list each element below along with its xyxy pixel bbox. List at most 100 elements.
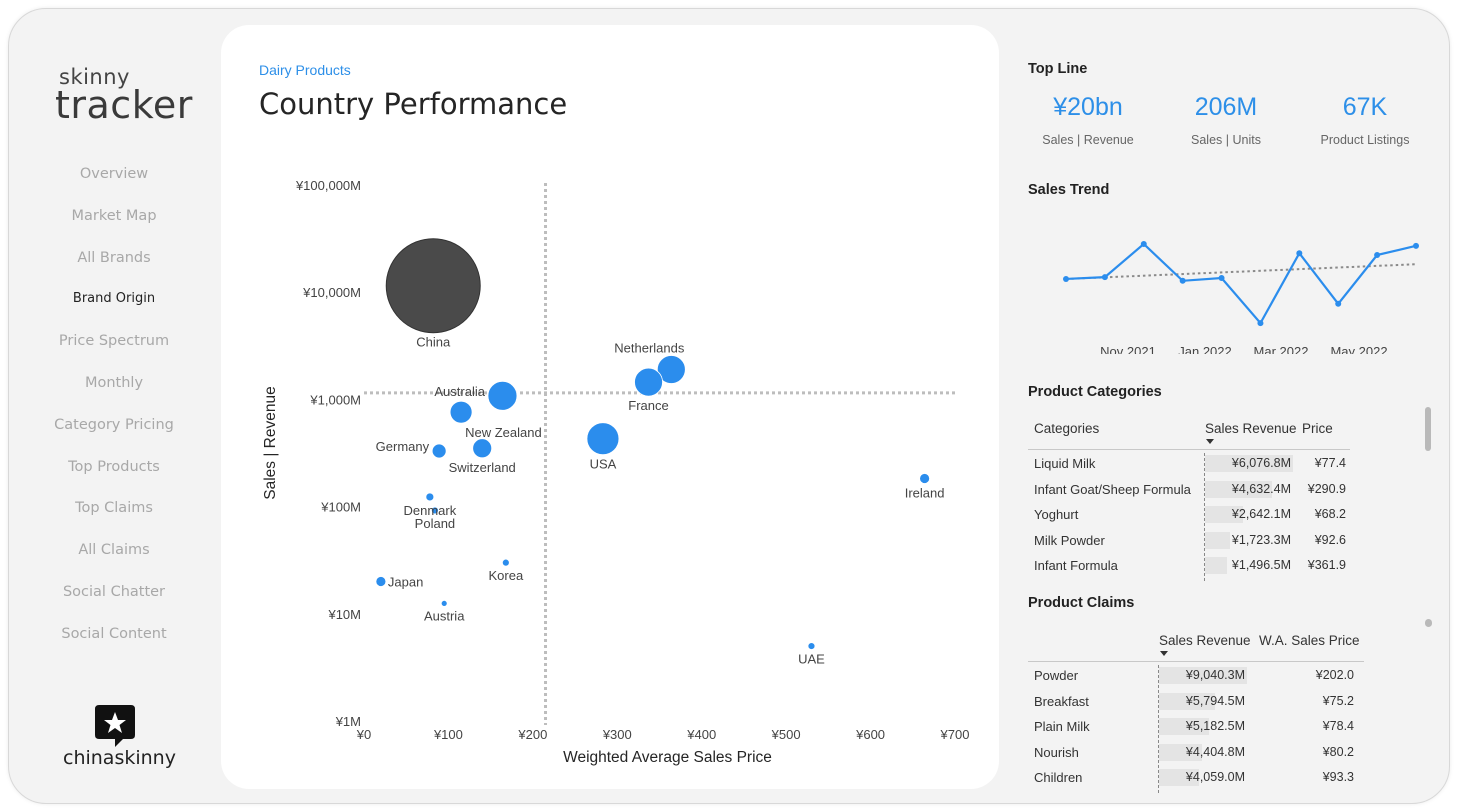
price-value: ¥93.3 [1322, 770, 1354, 784]
sales-point[interactable] [1218, 275, 1225, 282]
sales-trend-title: Sales Trend [1028, 182, 1110, 198]
point-uae[interactable] [807, 642, 816, 650]
revenue-bar [1205, 531, 1230, 549]
revenue-value: ¥5,794.5M [1185, 693, 1245, 708]
price-value: ¥68.2 [1314, 507, 1346, 521]
trend-x-label: May 2022 [1330, 344, 1387, 354]
sales-point[interactable] [1063, 275, 1069, 282]
price-value: ¥202.0 [1315, 668, 1354, 682]
nav-item-all-brands[interactable]: All Brands [77, 249, 151, 266]
price-value: ¥92.6 [1314, 532, 1346, 547]
nav-item-category-pricing[interactable]: Category Pricing [54, 416, 174, 433]
nav-item-price-spectrum[interactable]: Price Spectrum [58, 333, 170, 350]
revenue-value: ¥4,404.8M [1185, 744, 1245, 759]
x-tick-label: ¥500 [771, 727, 801, 742]
nav-item-all-claims[interactable]: All Claims [78, 542, 150, 559]
label-switzerland: Switzerland [449, 460, 516, 475]
table-row[interactable]: Breakfast ¥5,794.5M ¥75.2 [1028, 689, 1364, 714]
point-korea[interactable] [501, 558, 510, 567]
nav-item-social-content[interactable]: Social Content [61, 625, 167, 642]
header-sales-revenue[interactable]: Sales Revenue [1159, 633, 1251, 648]
label-austria: Austria [424, 608, 465, 623]
kpi-listings-value: 67K [1342, 93, 1388, 121]
point-new-zealand[interactable] [449, 400, 473, 424]
row-name: Children [1034, 770, 1083, 785]
nav-item-brand-origin[interactable]: Brand Origin [72, 291, 156, 307]
revenue-value: ¥5,182.5M [1185, 719, 1245, 733]
sales-point[interactable] [1140, 241, 1147, 247]
label-poland: Poland [415, 516, 455, 531]
header-sales-revenue[interactable]: Sales Revenue [1205, 421, 1297, 436]
table-row[interactable]: Infant Formula ¥1,496.5M ¥361.9 [1028, 553, 1350, 578]
sales-point[interactable] [1413, 242, 1419, 249]
label-uae: UAE [798, 652, 825, 667]
revenue-bar [1159, 769, 1199, 786]
table-row[interactable]: Infant Goat/Sheep Formula ¥4,632.4M ¥290.9 [1028, 477, 1350, 502]
point-denmark[interactable] [425, 492, 435, 502]
point-switzerland[interactable] [472, 438, 493, 459]
x-tick-label: ¥100 [433, 727, 463, 742]
header-divider [1028, 661, 1364, 662]
point-netherlands[interactable] [656, 355, 686, 384]
point-austria[interactable] [440, 600, 448, 607]
point-japan[interactable] [375, 576, 387, 587]
nav-item-overview[interactable]: Overview [79, 166, 149, 182]
point-france[interactable] [634, 367, 663, 397]
header-price[interactable]: Price [1302, 421, 1333, 436]
nav-item-top-claims[interactable]: Top Claims [75, 500, 153, 517]
chinaskinny-logo-icon [95, 705, 135, 747]
product-categories-table: Categories Sales Revenue Price Liquid Milk ¥… [1028, 409, 1428, 581]
page-subtitle: Dairy Products [259, 62, 351, 78]
product-claims-title: Product Claims [1028, 595, 1135, 611]
price-value: ¥361.9 [1307, 558, 1346, 572]
revenue-bar [1205, 455, 1293, 472]
label-france: France [628, 398, 668, 413]
sales-point[interactable] [1374, 252, 1381, 259]
point-china[interactable] [385, 238, 481, 334]
kpi-units-value: 206M [1194, 93, 1258, 121]
y-tick-label: ¥100,000M [295, 178, 361, 193]
table-row[interactable]: Milk Powder ¥1,723.3M ¥92.6 [1028, 528, 1350, 553]
label-australia: Australia [434, 384, 485, 399]
price-value: ¥75.2 [1322, 693, 1354, 708]
table-row[interactable]: Yoghurt ¥2,642.1M ¥68.2 [1028, 502, 1350, 527]
sales-point[interactable] [1296, 250, 1303, 257]
label-china: China [416, 335, 451, 350]
table-row[interactable]: Children ¥4,059.0M ¥93.3 [1028, 765, 1364, 790]
revenue-value: ¥4,059.0M [1185, 770, 1245, 784]
table-row[interactable]: Liquid Milk ¥6,076.8M ¥77.4 [1028, 451, 1350, 476]
sort-desc-icon[interactable] [1160, 651, 1168, 656]
price-value: ¥78.4 [1322, 719, 1354, 733]
sales-point[interactable] [1179, 277, 1186, 284]
country-scatter-chart: ¥0 ¥100 ¥200 ¥300 ¥400 ¥500 ¥600 ¥700 ¥1M ¥10M ¥10… [262, 178, 969, 766]
table-row[interactable]: Plain Milk ¥5,182.5M ¥78.4 [1028, 714, 1364, 739]
point-australia[interactable] [487, 380, 518, 411]
sales-trend-chart: Nov 2021 Jan 2022 Mar 2022 May 2022 [1063, 241, 1419, 354]
table-row[interactable]: Nourish ¥4,404.8M ¥80.2 [1028, 740, 1364, 765]
header-name[interactable]: Categories [1034, 421, 1100, 436]
sales-point[interactable] [1101, 274, 1108, 281]
point-ireland[interactable] [919, 473, 931, 484]
nav-item-social-chatter[interactable]: Social Chatter [62, 583, 166, 600]
sales-point[interactable] [1335, 300, 1342, 307]
kpi-revenue-label: Sales | Revenue [1042, 133, 1134, 147]
point-poland[interactable] [431, 506, 439, 515]
nav-item-top-products[interactable]: Top Products [68, 458, 160, 475]
table-row[interactable]: Powder ¥9,040.3M ¥202.0 [1028, 663, 1364, 688]
sort-desc-icon[interactable] [1206, 439, 1214, 444]
nav-item-monthly[interactable]: Monthly [84, 374, 144, 391]
header-divider [1028, 449, 1350, 450]
row-name: Liquid Milk [1034, 456, 1096, 471]
sales-point[interactable] [1257, 320, 1264, 327]
row-name: Milk Powder [1034, 532, 1105, 548]
claims-scrollbar[interactable] [1425, 619, 1432, 627]
point-germany[interactable] [431, 443, 447, 459]
nav-item-market-map[interactable]: Market Map [71, 207, 157, 224]
point-usa[interactable] [586, 422, 620, 456]
categories-scrollbar[interactable] [1425, 407, 1431, 451]
y-axis-title: Sales | Revenue [262, 386, 279, 499]
row-name: Infant Goat/Sheep Formula [1034, 481, 1191, 497]
header-price[interactable]: W.A. Sales Price [1259, 633, 1360, 648]
x-tick-label: ¥0 [356, 727, 371, 742]
label-netherlands: Netherlands [614, 341, 685, 356]
